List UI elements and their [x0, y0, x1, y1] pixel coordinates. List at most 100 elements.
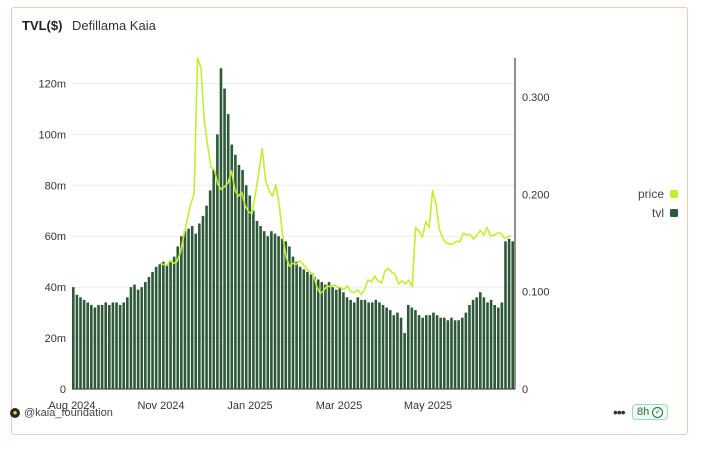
tvl-bar — [410, 307, 414, 389]
tvl-bar — [360, 299, 363, 389]
tvl-bar — [417, 315, 421, 389]
tvl-bar — [421, 317, 424, 389]
tvl-bar — [486, 302, 489, 389]
tvl-bar — [216, 134, 219, 389]
tvl-bar — [507, 238, 511, 389]
tvl-bar — [93, 307, 97, 389]
tvl-bar — [500, 302, 504, 389]
tvl-bar — [190, 226, 194, 389]
tvl-bar — [352, 302, 356, 389]
x-tick-label: Nov 2024 — [137, 400, 184, 412]
tvl-bar — [356, 297, 360, 389]
tvl-bar — [180, 236, 183, 389]
tvl-bar — [316, 279, 320, 389]
y-left-tick-label: 60m — [45, 231, 66, 243]
tvl-bar — [342, 292, 345, 389]
tvl-bar — [424, 315, 428, 389]
tvl-bar — [230, 144, 234, 389]
tvl-bar — [460, 317, 464, 389]
legend-swatch — [670, 190, 678, 198]
check-circle-icon: ✓ — [652, 406, 664, 418]
tvl-bar — [140, 287, 144, 389]
y-right-tick-label: 0 — [522, 384, 528, 396]
tvl-bar — [82, 299, 86, 389]
tvl-bar — [442, 317, 446, 389]
tvl-bar — [100, 304, 104, 389]
chart-subtitle: Defillama Kaia — [72, 18, 156, 33]
tvl-bar — [489, 299, 493, 389]
tvl-bar — [201, 215, 205, 389]
tvl-bar — [324, 284, 327, 389]
tvl-bar — [309, 274, 313, 389]
tvl-bar — [331, 287, 334, 389]
tvl-bar — [115, 302, 118, 389]
tvl-bar — [183, 231, 187, 389]
tvl-bar — [176, 246, 180, 389]
tvl-bar — [79, 297, 82, 389]
tvl-bar — [126, 297, 129, 389]
tvl-bar — [194, 233, 198, 389]
tvl-bar — [428, 315, 432, 389]
tvl-bar — [223, 88, 226, 390]
legend-label: tvl — [652, 206, 664, 220]
tvl-bar — [370, 302, 374, 389]
tvl-bar — [464, 312, 468, 389]
tvl-bar — [345, 297, 349, 389]
tvl-bar — [136, 289, 140, 389]
tvl-bar — [482, 297, 486, 389]
tvl-bar — [133, 284, 136, 389]
tvl-bar — [86, 302, 90, 389]
x-tick-label: Mar 2025 — [316, 400, 362, 412]
y-right-tick-label: 0.300 — [522, 92, 550, 104]
freshness-badge[interactable]: 8h ✓ — [632, 404, 669, 420]
tvl-bar — [205, 205, 208, 389]
source-handle[interactable]: @kaia_foundation — [24, 407, 113, 419]
tvl-bar — [129, 287, 133, 389]
more-dots-icon[interactable]: ••• — [613, 404, 626, 420]
tvl-bar — [219, 68, 223, 390]
tvl-bar — [511, 241, 514, 389]
tvl-bar — [493, 304, 496, 389]
tvl-bar — [403, 332, 406, 389]
tvl-bar — [208, 190, 212, 389]
tvl-bar — [259, 226, 262, 389]
tvl-bar — [248, 195, 252, 389]
tvl-bar — [162, 261, 165, 389]
price-line — [159, 57, 512, 296]
tvl-bar — [198, 223, 201, 389]
tvl-bar — [453, 320, 457, 389]
tvl-bar — [385, 307, 388, 389]
tvl-bar — [320, 282, 324, 389]
tvl-bar — [144, 282, 147, 389]
tvl-bar — [446, 320, 450, 389]
tvl-bar — [108, 304, 111, 389]
tvl-bar — [234, 154, 237, 389]
tvl-bar — [306, 271, 309, 389]
tvl-bar — [302, 269, 306, 389]
tvl-bar — [396, 312, 399, 389]
tvl-bar — [111, 302, 115, 389]
tvl-bar — [270, 231, 273, 389]
footer-source[interactable]: ● @kaia_foundation — [10, 407, 113, 419]
tvl-bar — [378, 302, 381, 389]
tvl-bar — [349, 299, 352, 389]
tvl-bar — [252, 210, 255, 389]
tvl-bar — [90, 304, 93, 389]
tvl-bar — [478, 292, 482, 389]
tvl-bar — [435, 315, 439, 389]
tvl-bar — [72, 287, 75, 389]
tvl-bar — [392, 315, 396, 389]
tvl-bar — [367, 302, 370, 389]
tvl-bar — [187, 228, 190, 389]
tvl-bar — [338, 287, 342, 389]
tvl-bar — [277, 236, 280, 389]
tvl-bar — [496, 307, 500, 389]
tvl-bar — [291, 256, 295, 389]
y-right-tick-label: 0.200 — [522, 189, 550, 201]
y-left-tick-label: 100m — [38, 129, 66, 141]
tvl-bar — [169, 261, 172, 389]
tvl-bar — [504, 241, 507, 389]
tvl-bar — [295, 261, 298, 389]
tvl-bar — [158, 264, 162, 389]
chart-title: TVL($) — [22, 18, 63, 33]
